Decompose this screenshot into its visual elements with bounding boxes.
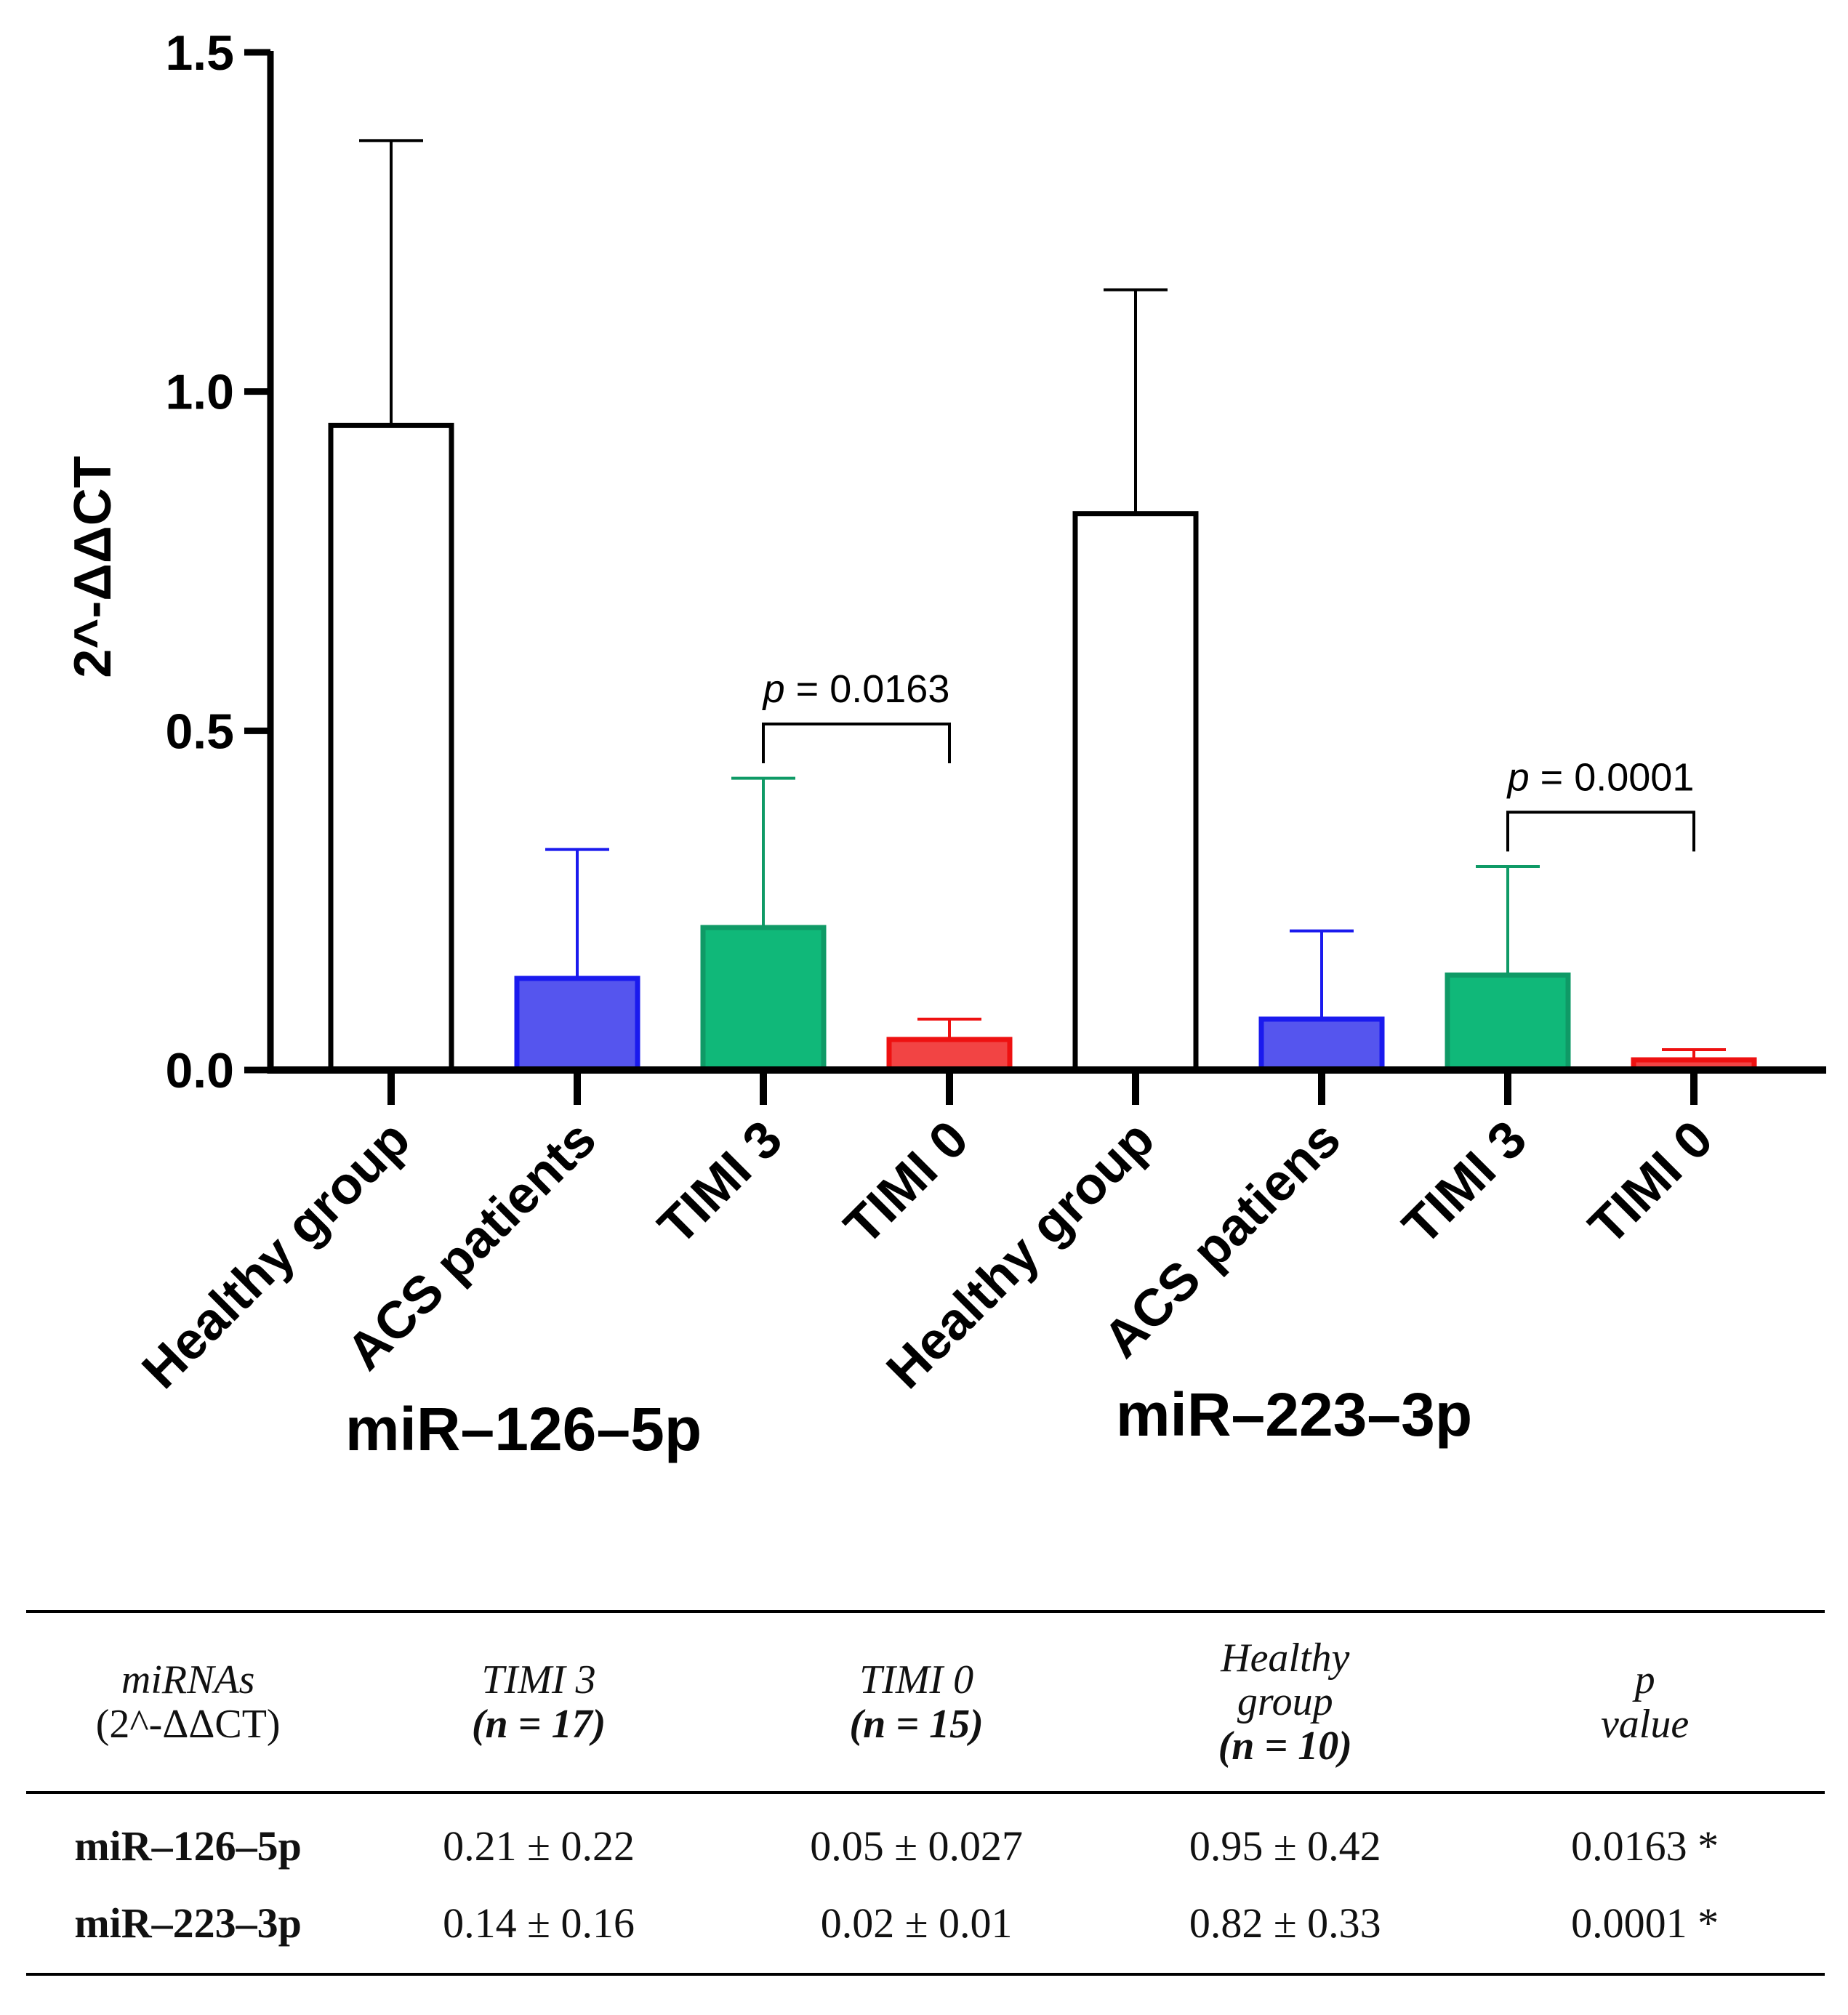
y-axis-label: 2^-ΔΔCT (64, 456, 122, 678)
significance-label: p = 0.0163 (762, 667, 950, 711)
group-label-mir223: miR–223–3p (1116, 1380, 1472, 1449)
cell-p-value: 0.0001 * (1571, 1899, 1719, 1947)
table-header-row: miRNAs (2^-ΔΔCT) TIMI 3 (n = 17) TIMI 0 … (26, 1612, 1825, 1793)
x-tick-label: TIMI 0 (833, 1110, 979, 1256)
x-tick-label: TIMI 3 (647, 1110, 793, 1256)
x-tick-label: TIMI 0 (1578, 1110, 1724, 1256)
cell-timi3: 0.14 ± 0.16 (443, 1899, 635, 1947)
group-label-mir126: miR–126–5p (345, 1395, 702, 1463)
header-timi0: TIMI 0 (n = 15) (849, 1657, 984, 1747)
significance-bracket (762, 723, 951, 763)
bars: p = 0.0163 p = 0.0001 (328, 139, 1757, 1073)
cell-timi0: 0.05 ± 0.027 (810, 1822, 1024, 1870)
cell-healthy: 0.82 ± 0.33 (1189, 1899, 1381, 1947)
bar (1258, 1016, 1385, 1073)
significance-label: p = 0.0001 (1506, 755, 1695, 799)
header-healthy: Healthy group (n = 10) (1218, 1636, 1352, 1769)
bar (1072, 511, 1199, 1073)
bar (1445, 972, 1571, 1073)
cell-timi3: 0.21 ± 0.22 (443, 1822, 635, 1870)
bar (328, 422, 454, 1073)
y-tick-label: 1.5 (165, 25, 234, 81)
y-tick-label: 0.0 (165, 1043, 234, 1098)
header-timi3: TIMI 3 (n = 17) (471, 1657, 606, 1747)
cell-timi0: 0.02 ± 0.01 (820, 1899, 1013, 1947)
y-axis: 0.0 0.5 1.0 1.5 (165, 25, 274, 1098)
bar (514, 976, 640, 1073)
header-mirnas: miRNAs (2^-ΔΔCT) (95, 1657, 281, 1747)
bar (886, 1037, 1013, 1073)
x-tick-label: TIMI 3 (1391, 1110, 1538, 1256)
y-tick-label: 0.5 (165, 704, 234, 759)
results-table: miRNAs (2^-ΔΔCT) TIMI 3 (n = 17) TIMI 0 … (26, 1610, 1825, 1976)
significance-bracket (1506, 811, 1695, 852)
bar (700, 925, 827, 1073)
table-row: miR–126–5p 0.21 ± 0.22 0.05 ± 0.027 0.95… (26, 1793, 1825, 1884)
cell-mirna: miR–126–5p (74, 1822, 302, 1870)
cell-healthy: 0.95 ± 0.42 (1189, 1822, 1381, 1870)
cell-p-value: 0.0163 * (1571, 1822, 1719, 1870)
y-tick-label: 1.0 (165, 365, 234, 420)
table-row: miR–223–3p 0.14 ± 0.16 0.02 ± 0.01 0.82 … (26, 1884, 1825, 1975)
cell-mirna: miR–223–3p (74, 1899, 302, 1947)
header-p-value: p value (1600, 1657, 1690, 1747)
